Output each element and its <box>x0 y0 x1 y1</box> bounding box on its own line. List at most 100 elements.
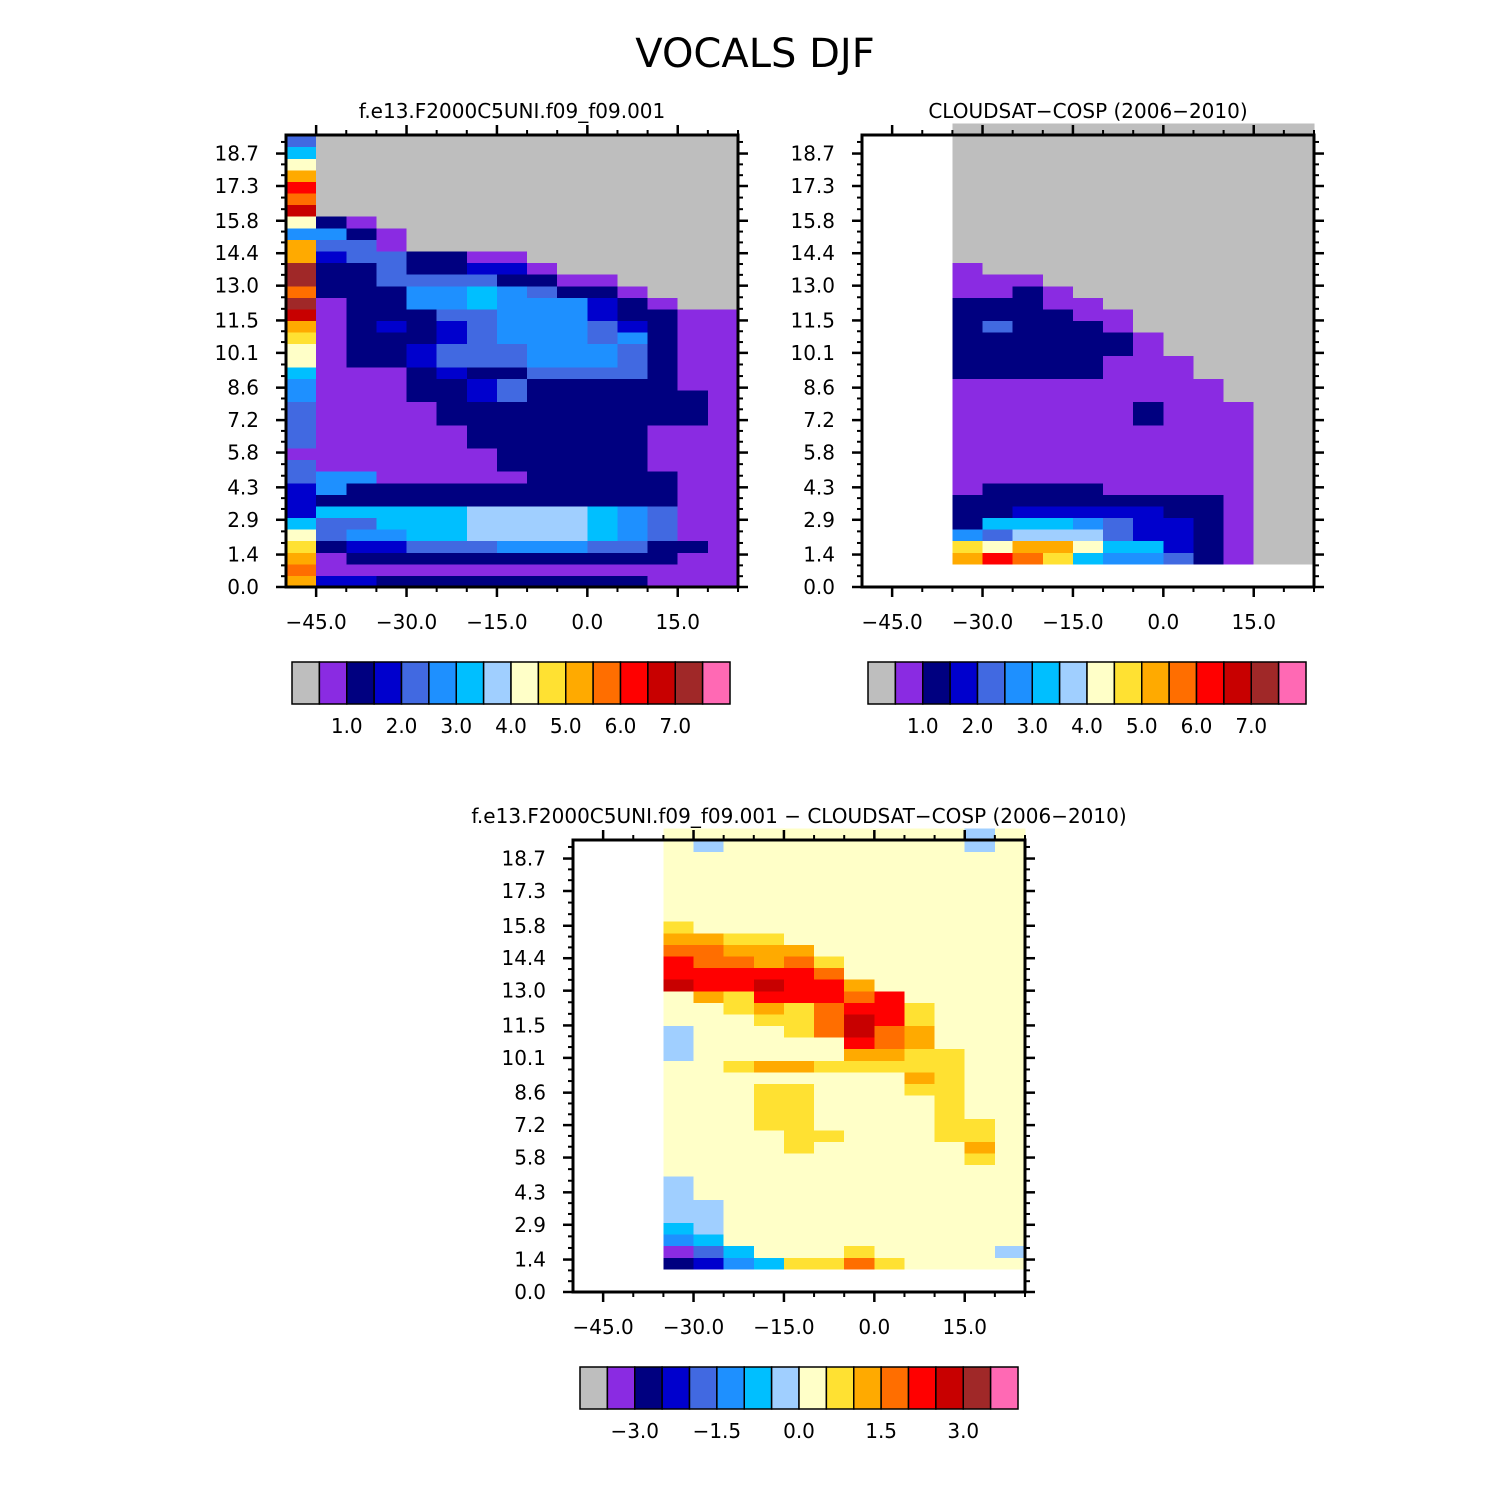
heatmap-cell <box>1163 366 1195 379</box>
heatmap-cell <box>1072 227 1104 240</box>
heatmap-cell <box>904 1222 936 1235</box>
heatmap-cell <box>1223 308 1255 322</box>
heatmap-cell <box>964 1176 996 1189</box>
heatmap-cell <box>707 436 739 449</box>
heatmap-cell <box>406 505 438 519</box>
heatmap-cell <box>814 1210 845 1224</box>
heatmap-cell <box>677 552 709 565</box>
heatmap-cell <box>982 552 1014 565</box>
heatmap-cell <box>1283 401 1315 414</box>
heatmap-cell <box>557 285 588 298</box>
heatmap-cell <box>693 1013 725 1027</box>
heatmap-cell <box>1103 389 1134 403</box>
heatmap-cell <box>557 135 588 148</box>
heatmap-cell <box>316 308 347 322</box>
heatmap-cell <box>844 874 875 887</box>
heatmap-cell <box>617 413 649 426</box>
heatmap-cell <box>1283 459 1315 472</box>
heatmap-cell <box>1042 505 1074 519</box>
heatmap-cell <box>844 1222 875 1235</box>
heatmap-cell <box>1103 366 1134 379</box>
heatmap-cell <box>346 575 377 588</box>
heatmap-cell <box>904 909 936 922</box>
heatmap-cell <box>1283 424 1315 437</box>
heatmap-cell <box>964 1257 996 1270</box>
heatmap-cell <box>904 1002 936 1015</box>
heatmap-cell <box>436 343 468 356</box>
heatmap-cell <box>647 517 679 530</box>
heatmap-cell <box>964 1118 996 1131</box>
heatmap-cell <box>904 1071 936 1084</box>
heatmap-cell <box>1103 540 1134 553</box>
heatmap-cell <box>1253 459 1285 472</box>
heatmap-cell <box>1072 262 1104 275</box>
heatmap-cell <box>1223 540 1255 553</box>
heatmap-cell <box>783 967 815 980</box>
heatmap-cell <box>286 401 317 414</box>
heatmap-cell <box>587 471 619 484</box>
heatmap-cell <box>1283 285 1315 298</box>
heatmap-cell <box>994 1037 1026 1050</box>
panel-model: f.e13.F2000C5UNI.f09_f09.0010.01.42.94.3… <box>214 99 748 738</box>
heatmap-cell <box>1072 169 1104 182</box>
heatmap-cell <box>964 1210 996 1224</box>
heatmap-cell <box>677 482 709 495</box>
heatmap-cell <box>677 250 709 264</box>
heatmap-cell <box>406 192 438 206</box>
heatmap-cell <box>1103 378 1134 391</box>
heatmap-cell <box>527 262 558 275</box>
y-tick-label: 15.8 <box>501 914 546 938</box>
heatmap-cell <box>964 851 996 864</box>
heatmap-cell <box>1042 343 1074 356</box>
heatmap-cell <box>587 575 619 588</box>
heatmap-cell <box>723 1002 755 1015</box>
heatmap-cell <box>406 274 438 287</box>
heatmap-cell <box>376 401 408 414</box>
heatmap-cell <box>496 482 528 495</box>
heatmap-cell <box>1103 169 1134 182</box>
heatmap-cell <box>1163 320 1195 333</box>
heatmap-cell <box>693 1210 725 1224</box>
heatmap-cell <box>1133 158 1164 171</box>
heatmap-cell <box>707 517 739 530</box>
colorbar-box <box>291 661 321 705</box>
heatmap-cell <box>376 135 408 148</box>
heatmap-cell <box>1223 332 1255 345</box>
heatmap-cell <box>1253 192 1285 206</box>
heatmap-cell <box>1283 135 1315 148</box>
heatmap-cell <box>346 355 377 368</box>
heatmap-cell <box>994 967 1026 980</box>
heatmap-cell <box>1283 505 1315 519</box>
heatmap-cell <box>346 158 377 171</box>
heatmap-cell <box>1163 135 1195 148</box>
heatmap-cell <box>934 921 966 934</box>
heatmap-cell <box>1283 192 1315 206</box>
heatmap-cell <box>707 482 739 495</box>
y-tick-label: 0.0 <box>227 575 259 599</box>
heatmap-cell <box>844 909 875 922</box>
heatmap-cell <box>934 1245 966 1258</box>
heatmap-cell <box>1103 413 1134 426</box>
heatmap-cell <box>964 1106 996 1119</box>
heatmap-cell <box>346 413 377 426</box>
heatmap-cell <box>693 1257 725 1270</box>
heatmap-cell <box>904 886 936 899</box>
heatmap-cell <box>874 1037 906 1050</box>
heatmap-cell <box>527 227 558 240</box>
heatmap-cell <box>934 1037 966 1050</box>
heatmap-cell <box>1103 424 1134 437</box>
heatmap-cell <box>286 192 317 206</box>
heatmap-cell <box>753 1257 785 1270</box>
heatmap-cell <box>1223 378 1255 391</box>
heatmap-cell <box>406 204 438 217</box>
heatmap-cell <box>286 216 317 229</box>
colorbar-box <box>1141 661 1170 705</box>
heatmap-cell <box>753 840 785 853</box>
heatmap-cell <box>1193 529 1225 542</box>
heatmap-cell <box>647 494 679 507</box>
heatmap-cell <box>527 424 558 437</box>
heatmap-cell <box>496 320 528 333</box>
heatmap-cell <box>844 886 875 899</box>
heatmap-cell <box>1223 413 1255 426</box>
heatmap-cell <box>406 517 438 530</box>
